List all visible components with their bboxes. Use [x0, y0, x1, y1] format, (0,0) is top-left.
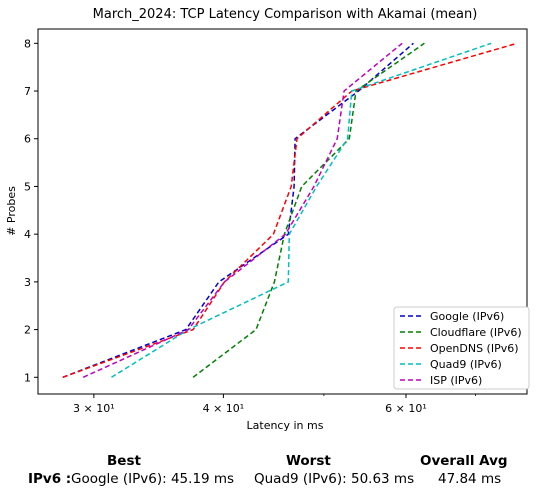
series-lines: [62, 42, 518, 379]
chart-title: March_2024: TCP Latency Comparison with …: [93, 7, 478, 22]
worst-value: Quad9 (IPv6): 50.63 ms: [254, 471, 415, 487]
x-axis-label: Latency in ms: [247, 419, 324, 432]
summary-panel: Best Worst Overall Avg IPv6 : Google (IP…: [0, 448, 541, 496]
best-header: Best: [107, 453, 141, 469]
y-axis: 1 2 3 4 5 6 7 8: [24, 37, 38, 384]
x-tick-label: 4 × 10¹: [203, 402, 245, 415]
y-tick-label: 8: [24, 37, 31, 50]
legend: Google (IPv6) Cloudflare (IPv6) OpenDNS (I…: [393, 306, 530, 390]
x-tick-label: 6 × 10¹: [385, 402, 427, 415]
series-line: [62, 42, 414, 378]
series-line: [62, 42, 518, 379]
y-tick-label: 4: [24, 228, 31, 241]
legend-label: Quad9 (IPv6): [430, 358, 502, 371]
y-tick-label: 1: [24, 371, 31, 384]
y-tick-label: 2: [24, 324, 31, 337]
legend-label: ISP (IPv6): [430, 374, 482, 387]
latency-chart: March_2024: TCP Latency Comparison with …: [5, 7, 530, 432]
y-axis-label: # Probes: [5, 186, 18, 236]
ipv6-row-label: IPv6 :: [28, 471, 72, 487]
legend-label: OpenDNS (IPv6): [430, 342, 519, 355]
legend-label: Cloudflare (IPv6): [430, 326, 522, 339]
overall-avg-value: 47.84 ms: [438, 471, 502, 487]
y-tick-label: 3: [24, 276, 31, 289]
best-value: Google (IPv6): 45.19 ms: [71, 471, 235, 487]
y-tick-label: 7: [24, 85, 31, 98]
legend-box: [393, 306, 530, 390]
series-line: [82, 42, 403, 378]
series-line: [192, 42, 425, 378]
y-tick-label: 5: [24, 180, 31, 193]
overall-avg-header: Overall Avg: [420, 453, 508, 469]
y-tick-label: 6: [24, 133, 31, 146]
x-tick-label: 3 × 10¹: [73, 402, 115, 415]
legend-label: Google (IPv6): [430, 310, 504, 323]
x-axis: 3 × 10¹ 4 × 10¹ 6 × 10¹: [73, 394, 476, 415]
series-line: [111, 42, 492, 378]
worst-header: Worst: [286, 453, 331, 469]
